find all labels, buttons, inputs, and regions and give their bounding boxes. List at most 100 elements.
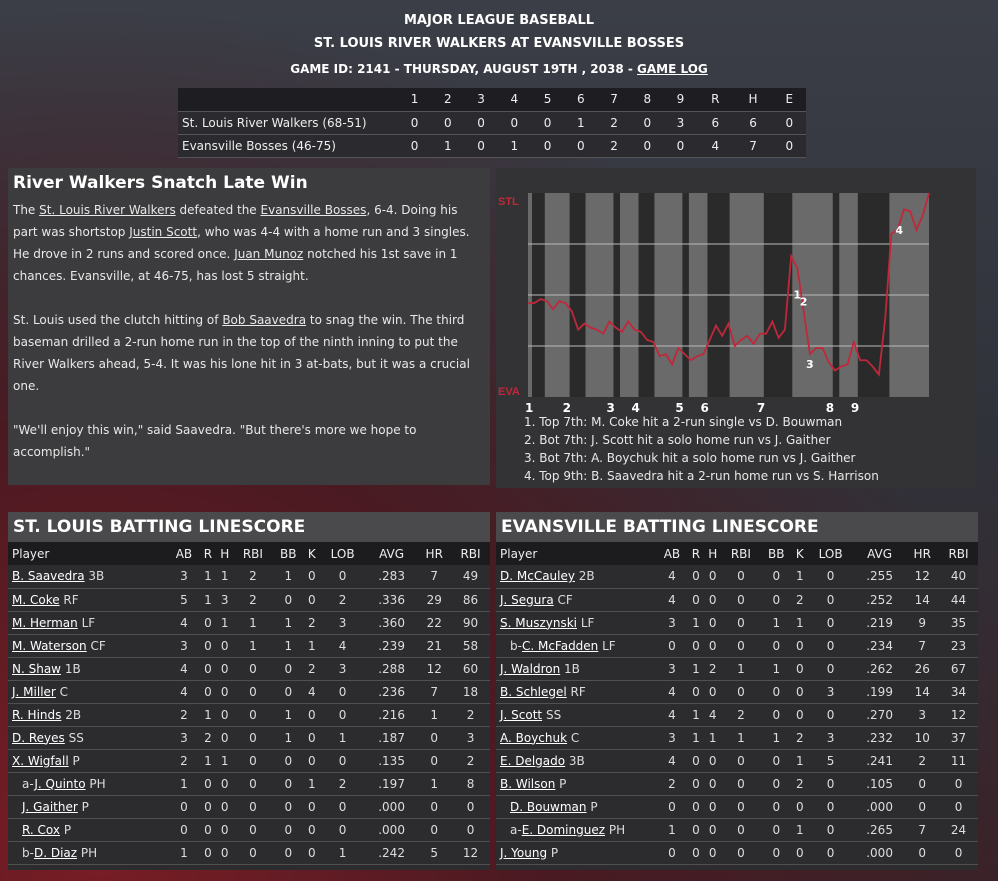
batting-table: Player AB R H RBI BB K LOB AVG HR RBI D. McCauley 2… bbox=[496, 542, 978, 865]
stat-cell: 1 bbox=[760, 726, 793, 750]
player-link[interactable]: R. Cox bbox=[22, 822, 60, 837]
column-header: R bbox=[687, 542, 704, 565]
stat-cell: 22 bbox=[417, 611, 452, 635]
player-link[interactable]: J. Quinto bbox=[34, 776, 86, 791]
player-link[interactable]: D. Reyes bbox=[12, 730, 65, 745]
player-cell: R. Hinds 2B bbox=[8, 703, 168, 727]
stat-cell: 3 bbox=[319, 611, 366, 635]
player-link[interactable]: J. Segura bbox=[500, 592, 554, 607]
table-row: A. Boychuk C 3 1 1 1 1 2 3.232 10 37 bbox=[496, 726, 978, 750]
player-link[interactable]: A. Boychuk bbox=[500, 730, 568, 745]
stat-cell: 0 bbox=[272, 795, 305, 819]
player-link[interactable]: M. Herman bbox=[12, 615, 78, 630]
player-link[interactable]: J. Gaither bbox=[22, 799, 78, 814]
stat-cell: 12 bbox=[417, 657, 452, 681]
stat-cell: 3 bbox=[215, 588, 234, 612]
linescore-cell: 0 bbox=[630, 134, 664, 158]
player-link[interactable]: E. Dominguez bbox=[521, 822, 606, 837]
story-link[interactable]: St. Louis River Walkers bbox=[39, 203, 176, 217]
stat-cell: .232 bbox=[853, 726, 906, 750]
player-cell: B. Saavedra 3B bbox=[8, 565, 168, 589]
player-link[interactable]: D. Diaz bbox=[33, 845, 78, 860]
player-link[interactable]: S. Muszynski bbox=[500, 615, 577, 630]
stat-cell: 0 bbox=[721, 772, 761, 796]
table-row: N. Shaw 1B 4 0 0 0 0 2 3.288 12 60 bbox=[8, 657, 490, 681]
table-row: J. Miller C 4 0 0 0 0 4 0.236 7 18 bbox=[8, 680, 490, 704]
player-link[interactable]: E. Delgado bbox=[500, 753, 566, 768]
player-link[interactable]: R. Hinds bbox=[12, 707, 62, 722]
event-marker: 2 bbox=[800, 295, 808, 308]
stat-cell: 0 bbox=[721, 565, 761, 589]
player-cell: b-D. Diaz PH bbox=[8, 841, 168, 865]
table-row: J. Scott SS 4 1 4 2 0 0 0.270 3 12 bbox=[496, 703, 978, 727]
linescore-cell: 4 bbox=[697, 134, 734, 158]
team-top-label: STL bbox=[498, 196, 519, 208]
table-row: J. Waldron 1B 3 1 2 1 1 0 0.262 26 67 bbox=[496, 657, 978, 681]
story-link[interactable]: Evansville Bosses bbox=[260, 203, 367, 217]
evansville-batting: EVANSVILLE BATTING LINESCORE Player AB R H RB… bbox=[496, 512, 978, 870]
stat-cell: 0 bbox=[304, 795, 320, 819]
stat-cell: 0 bbox=[656, 841, 688, 865]
player-link[interactable]: M. Waterson bbox=[12, 638, 87, 653]
stat-cell: 0 bbox=[760, 818, 793, 842]
stat-cell: 2 bbox=[451, 703, 490, 727]
stat-cell: 0 bbox=[215, 680, 234, 704]
player-link[interactable]: J. Young bbox=[500, 845, 548, 860]
player-cell: D. McCauley 2B bbox=[496, 565, 656, 589]
stat-cell: 0 bbox=[199, 795, 216, 819]
stat-cell: 0 bbox=[304, 749, 320, 773]
linescore-cell: 0 bbox=[564, 134, 598, 158]
stat-cell: 3 bbox=[319, 657, 366, 681]
stat-cell: 0 bbox=[417, 726, 452, 750]
column-header: RBI bbox=[451, 542, 490, 565]
table-row: b-C. McFadden LF 0 0 0 0 0 0 0.234 7 23 bbox=[496, 634, 978, 658]
stat-cell: 29 bbox=[417, 588, 452, 612]
player-cell: a-E. Dominguez PH bbox=[496, 818, 656, 842]
player-link[interactable]: B. Saavedra bbox=[12, 569, 85, 584]
team-name[interactable]: St. Louis River Walkers (68-51) bbox=[178, 111, 398, 135]
batting-title: ST. LOUIS BATTING LINESCORE bbox=[8, 512, 490, 542]
player-link[interactable]: D. McCauley bbox=[500, 569, 575, 584]
player-link[interactable]: M. Coke bbox=[12, 592, 60, 607]
game-log-link[interactable]: GAME LOG bbox=[637, 62, 708, 76]
column-header: H bbox=[215, 542, 234, 565]
stat-cell: 0 bbox=[233, 726, 273, 750]
player-link[interactable]: C. McFadden bbox=[521, 638, 599, 653]
stat-cell: 5 bbox=[807, 749, 854, 773]
table-row: M. Waterson CF 3 0 0 1 1 1 4.239 21 58 bbox=[8, 634, 490, 658]
stat-cell: 1 bbox=[417, 703, 452, 727]
player-link[interactable]: B. Schlegel bbox=[500, 684, 567, 699]
player-link[interactable]: J. Waldron bbox=[500, 661, 561, 676]
player-link[interactable]: N. Shaw bbox=[12, 661, 61, 676]
column-header: Player bbox=[496, 542, 656, 565]
stat-cell: 0 bbox=[215, 795, 234, 819]
linescore-cell: 2 bbox=[597, 134, 631, 158]
team-name[interactable]: Evansville Bosses (46-75) bbox=[178, 134, 398, 158]
stat-cell: 1 bbox=[687, 703, 704, 727]
player-cell: J. Waldron 1B bbox=[496, 657, 656, 681]
player-link[interactable]: J. Miller bbox=[12, 684, 56, 699]
stat-cell: 60 bbox=[451, 657, 490, 681]
stat-cell: 0 bbox=[760, 565, 793, 589]
player-link[interactable]: J. Scott bbox=[500, 707, 543, 722]
player-link[interactable]: D. Bouwman bbox=[510, 799, 587, 814]
stat-cell: 0 bbox=[807, 795, 854, 819]
column-header: AVG bbox=[853, 542, 906, 565]
player-cell: J. Segura CF bbox=[496, 588, 656, 612]
stat-cell: 0 bbox=[792, 703, 808, 727]
stat-cell: 12 bbox=[905, 565, 940, 589]
chart-note: 1. Top 7th: M. Coke hit a 2-run single v… bbox=[524, 415, 843, 429]
stat-cell: 0 bbox=[760, 703, 793, 727]
inning-header: E bbox=[772, 88, 806, 112]
stat-cell: 0 bbox=[792, 795, 808, 819]
stat-cell: 1 bbox=[304, 634, 320, 658]
story-link[interactable]: Juan Munoz bbox=[234, 247, 304, 261]
player-link[interactable]: X. Wigfall bbox=[12, 753, 69, 768]
story-link[interactable]: Justin Scott bbox=[129, 225, 198, 239]
stat-cell: 0 bbox=[807, 772, 854, 796]
table-row: B. Wilson P 2 0 0 0 0 2 0.105 0 0 bbox=[496, 772, 978, 796]
stat-cell: 3 bbox=[656, 657, 688, 681]
story-link[interactable]: Bob Saavedra bbox=[222, 313, 307, 327]
player-link[interactable]: B. Wilson bbox=[500, 776, 556, 791]
stat-cell: 0 bbox=[451, 795, 490, 819]
